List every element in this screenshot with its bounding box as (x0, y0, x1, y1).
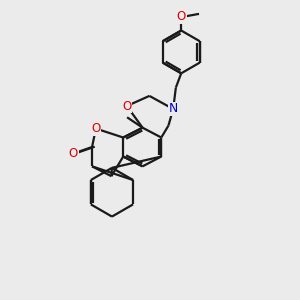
Text: O: O (122, 100, 131, 112)
Text: O: O (69, 147, 78, 160)
Text: N: N (169, 103, 178, 116)
Text: O: O (91, 122, 101, 135)
Text: O: O (177, 10, 186, 23)
